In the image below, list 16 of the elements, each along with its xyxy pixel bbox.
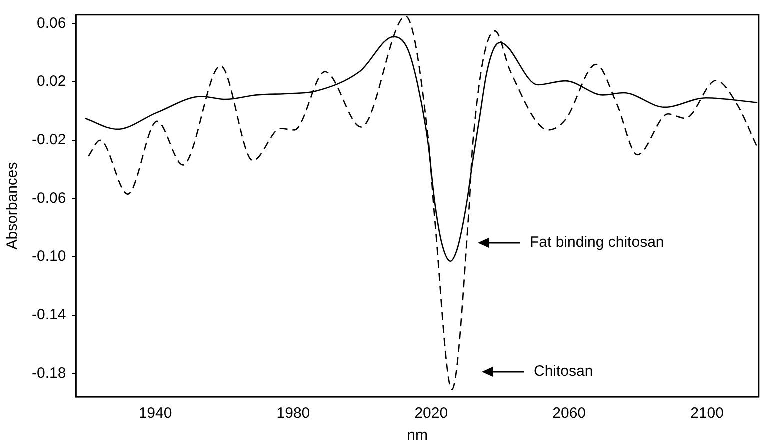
y-tick-label: -0.02 (32, 132, 66, 149)
y-tick-label: 0.06 (36, 14, 66, 32)
x-axis-title: nm (407, 427, 428, 444)
x-tick-label: 2020 (414, 405, 448, 422)
y-tick-label: -0.06 (32, 190, 66, 207)
y-axis-title: Absorbances (4, 162, 22, 250)
x-tick-label: 2060 (552, 405, 586, 422)
x-tick-label: 1980 (276, 405, 310, 422)
annotation: Fat binding chitosan (530, 233, 664, 253)
y-tick-label: -0.14 (32, 306, 66, 324)
y-tick-label: -0.10 (32, 248, 66, 266)
x-tick-label: 2100 (690, 405, 724, 422)
y-tick-label: 0.02 (36, 73, 66, 90)
x-tick-label: 1940 (138, 405, 172, 422)
y-tick-label: -0.18 (32, 364, 66, 382)
annotation: Chitosan (534, 362, 594, 382)
